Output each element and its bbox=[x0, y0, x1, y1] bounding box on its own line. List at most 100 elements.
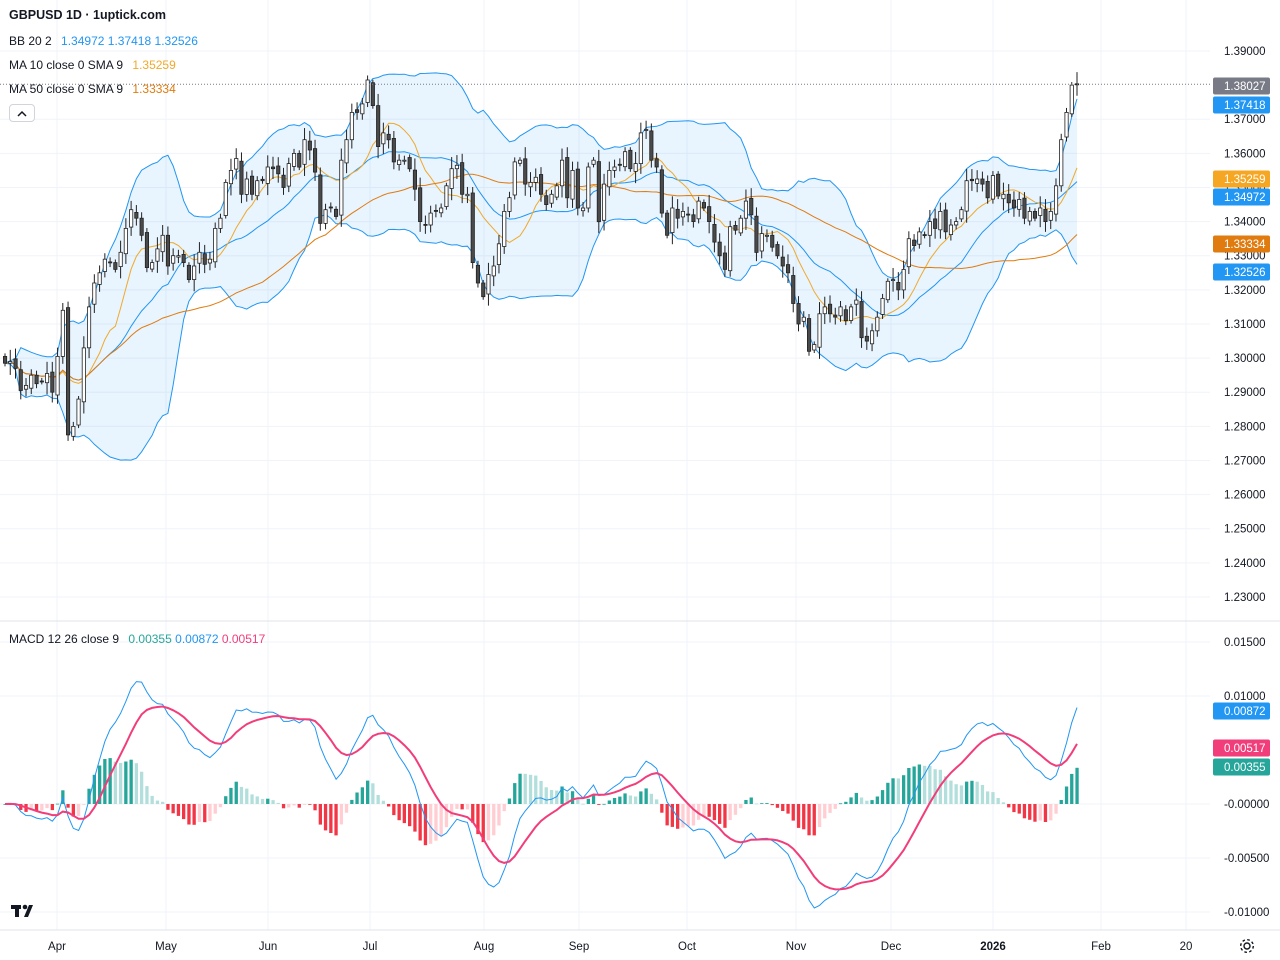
macd-histogram-bar bbox=[944, 776, 948, 804]
candle bbox=[496, 235, 501, 274]
candle-body-down bbox=[13, 358, 18, 369]
candle-body-down bbox=[996, 173, 1001, 197]
macd-histogram-bar bbox=[518, 773, 522, 804]
macd-histogram-bar bbox=[802, 804, 806, 830]
candle bbox=[586, 162, 591, 213]
time-axis[interactable]: Apr May Jun Jul Aug Sep Oct Nov Dec 2026 Feb 20 bbox=[48, 941, 1192, 953]
price-tag-bg bbox=[1213, 170, 1270, 188]
candle-body-up bbox=[817, 313, 822, 348]
candlestick-series[interactable] bbox=[0, 72, 1210, 441]
candle-body-up bbox=[696, 200, 701, 220]
candle bbox=[92, 274, 97, 314]
macd-histogram-bar bbox=[712, 804, 717, 821]
ma50-legend-label: MA 50 close 0 SMA 9 bbox=[9, 82, 124, 96]
candle bbox=[885, 278, 890, 303]
candle-body-up bbox=[901, 268, 906, 291]
macd-histogram-bar bbox=[1012, 804, 1016, 813]
candle-body-down bbox=[386, 133, 391, 141]
candle bbox=[801, 311, 806, 328]
candle bbox=[812, 341, 817, 354]
candle-body-down bbox=[312, 148, 318, 173]
candle-body-up bbox=[612, 166, 617, 171]
candle-body-down bbox=[654, 158, 659, 168]
macd-histogram-bar bbox=[791, 804, 795, 821]
candle-body-up bbox=[360, 103, 365, 115]
price-tick-label: 1.36000 bbox=[1224, 148, 1266, 160]
candle bbox=[701, 199, 706, 212]
candle bbox=[654, 152, 659, 173]
macd-histogram-bar bbox=[760, 803, 764, 804]
candle-body-down bbox=[433, 209, 438, 212]
price-tag-ma10: 1.35259 bbox=[1224, 174, 1266, 186]
collapse-legend-button[interactable] bbox=[9, 104, 35, 122]
macd-histogram-bar bbox=[817, 804, 822, 827]
macd-histogram-bar bbox=[844, 801, 848, 804]
candle bbox=[602, 173, 607, 231]
candle bbox=[817, 302, 822, 359]
macd-histogram-bar bbox=[155, 800, 160, 804]
time-tick-label: May bbox=[155, 941, 177, 953]
candle-body-up bbox=[255, 180, 260, 197]
macd-histogram-bar bbox=[460, 804, 464, 810]
candle-body-up bbox=[302, 139, 307, 165]
candle-body-down bbox=[828, 303, 833, 315]
macd-histogram-bar bbox=[98, 765, 102, 804]
candle bbox=[927, 209, 932, 247]
time-tick-label: Dec bbox=[881, 941, 902, 953]
macd-histogram-bar bbox=[565, 792, 569, 804]
macd-histogram-bar bbox=[302, 804, 307, 805]
macd-histogram-bar bbox=[413, 804, 417, 832]
ma50-legend[interactable]: MA 50 close 0 SMA 9 1.33334 bbox=[9, 82, 176, 96]
candle-body-down bbox=[276, 165, 281, 175]
candle-body-down bbox=[270, 166, 276, 170]
candle bbox=[265, 155, 270, 196]
macd-histogram-bar bbox=[1043, 804, 1048, 822]
time-tick-label: Jun bbox=[259, 941, 278, 953]
macd-histogram-bar bbox=[928, 765, 932, 804]
candle-body-up bbox=[55, 355, 60, 396]
macd-histogram-bar bbox=[523, 773, 527, 804]
macd-hist-value: 0.00355 bbox=[128, 632, 172, 646]
candle-body-up bbox=[906, 238, 911, 268]
candle bbox=[502, 204, 507, 254]
macd-histogram-bar bbox=[949, 780, 953, 804]
macd-histogram-bar bbox=[371, 783, 375, 804]
macd-legend[interactable]: MACD 12 26 close 9 0.00355 0.00872 0.005… bbox=[9, 632, 265, 646]
candle-body-up bbox=[349, 112, 354, 141]
candle-body-up bbox=[176, 255, 181, 258]
candle-body-up bbox=[948, 224, 953, 236]
bb-legend[interactable]: BB 20 2 1.34972 1.37418 1.32526 bbox=[9, 34, 198, 48]
gear-icon[interactable] bbox=[1238, 937, 1256, 955]
macd-histogram-bar bbox=[728, 804, 732, 821]
candle-body-down bbox=[749, 197, 754, 216]
tradingview-logo-icon[interactable] bbox=[8, 898, 42, 924]
ma10-legend[interactable]: MA 10 close 0 SMA 9 1.35259 bbox=[9, 58, 176, 72]
macd-histogram-bar bbox=[681, 804, 685, 828]
candle-body-up bbox=[738, 217, 743, 234]
candle bbox=[129, 200, 134, 236]
candle-body-up bbox=[449, 168, 454, 189]
candle bbox=[854, 288, 859, 316]
macd-histogram-bar bbox=[528, 774, 533, 804]
candle bbox=[249, 170, 255, 201]
macd-signal-value: 0.00517 bbox=[221, 632, 266, 646]
macd-histogram-bar bbox=[691, 804, 696, 826]
candle bbox=[270, 156, 276, 179]
candle bbox=[575, 161, 580, 216]
macd-histogram-bar bbox=[76, 804, 81, 816]
candle bbox=[507, 191, 512, 218]
price-tag-bb_upper: 1.37418 bbox=[1224, 100, 1266, 112]
candle bbox=[759, 226, 764, 259]
bb-lower-value: 1.32526 bbox=[154, 34, 198, 48]
bb-basis-value: 1.34972 bbox=[61, 34, 105, 48]
candle-body-up bbox=[964, 180, 969, 212]
candle bbox=[581, 202, 586, 217]
macd-histogram-bar bbox=[19, 804, 23, 810]
candle bbox=[875, 311, 880, 337]
candle bbox=[423, 215, 428, 234]
candle-body-down bbox=[202, 253, 207, 265]
candle-body-down bbox=[896, 281, 901, 291]
ma10-value: 1.35259 bbox=[132, 58, 176, 72]
candle bbox=[843, 305, 848, 326]
